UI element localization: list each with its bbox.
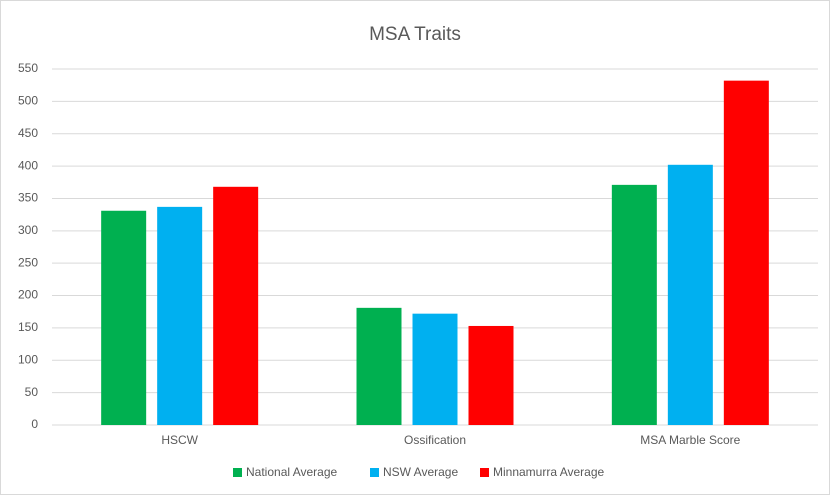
y-tick-label: 500 (18, 94, 38, 108)
y-tick-label: 250 (18, 255, 38, 269)
y-tick-label: 150 (18, 320, 38, 334)
legend-label: National Average (246, 465, 338, 479)
chart-title: MSA Traits (369, 24, 461, 45)
x-tick-label: Ossification (404, 433, 466, 447)
legend-swatch (480, 468, 489, 477)
bar (412, 313, 458, 425)
y-tick-label: 100 (18, 352, 38, 366)
x-tick-label: MSA Marble Score (640, 433, 740, 447)
bar (213, 186, 259, 425)
bar (101, 210, 147, 425)
y-tick-label: 200 (18, 288, 38, 302)
y-tick-label: 450 (18, 126, 38, 140)
legend-label: Minnamurra Average (493, 465, 604, 479)
y-tick-label: 0 (31, 417, 38, 431)
legend-label: NSW Average (383, 465, 458, 479)
bar (157, 206, 203, 425)
bar (356, 307, 402, 425)
x-tick-label: HSCW (161, 433, 198, 447)
bar (723, 80, 769, 425)
y-tick-label: 350 (18, 191, 38, 205)
legend-swatch (370, 468, 379, 477)
y-tick-label: 300 (18, 223, 38, 237)
bar (667, 164, 713, 425)
bar (468, 325, 514, 425)
legend-swatch (233, 468, 242, 477)
y-tick-label: 50 (25, 385, 39, 399)
y-tick-label: 550 (18, 61, 38, 75)
bar (611, 184, 657, 425)
y-tick-label: 400 (18, 158, 38, 172)
